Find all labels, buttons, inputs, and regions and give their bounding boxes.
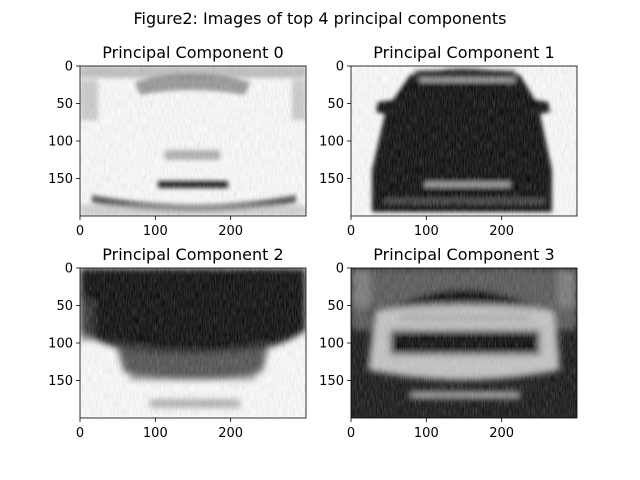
panel-title: Principal Component 2: [102, 245, 283, 264]
y-tick-label: 0: [336, 262, 344, 277]
x-tick-label: 0: [76, 426, 84, 441]
y-tick-label: 100: [48, 135, 73, 150]
pc3-image: [351, 268, 577, 418]
panel-2: Principal Component 2 0 100 200 0 50 100 150: [48, 245, 307, 442]
x-tick-label: 200: [218, 426, 243, 441]
ticks: 0 100 200 0 50 100 150: [48, 60, 243, 240]
x-tick-label: 0: [347, 224, 355, 239]
y-tick-label: 150: [319, 374, 344, 389]
y-tick-label: 100: [319, 135, 344, 150]
y-tick-label: 150: [48, 374, 73, 389]
ticks: 0 100 200 0 50 100 150: [319, 60, 514, 240]
y-tick-label: 50: [327, 97, 344, 112]
y-tick-label: 0: [65, 262, 73, 277]
y-tick-label: 150: [319, 172, 344, 187]
x-tick-label: 0: [76, 224, 84, 239]
x-tick-label: 100: [414, 426, 439, 441]
x-tick-label: 0: [347, 426, 355, 441]
ticks: 0 100 200 0 50 100 150: [48, 262, 243, 442]
ticks: 0 100 200 0 50 100 150: [319, 262, 514, 442]
y-tick-label: 0: [65, 60, 73, 75]
y-tick-label: 100: [48, 337, 73, 352]
panel-title: Principal Component 1: [373, 43, 554, 62]
y-tick-label: 150: [48, 172, 73, 187]
pc1-image: [351, 66, 577, 216]
panel-0: Principal Component 0 0 100 200 0 50 100 150: [48, 43, 307, 240]
x-tick-label: 200: [489, 224, 514, 239]
x-tick-label: 200: [489, 426, 514, 441]
pc0-image: [80, 66, 306, 216]
figure-title: Figure2: Images of top 4 principal compo…: [133, 9, 506, 28]
x-tick-label: 100: [143, 426, 168, 441]
y-tick-label: 50: [56, 97, 73, 112]
x-tick-label: 200: [218, 224, 243, 239]
panel-title: Principal Component 0: [102, 43, 283, 62]
panel-title: Principal Component 3: [373, 245, 554, 264]
y-tick-label: 100: [319, 337, 344, 352]
x-tick-label: 100: [414, 224, 439, 239]
pc2-image: [80, 268, 306, 418]
x-tick-label: 100: [143, 224, 168, 239]
y-tick-label: 50: [327, 299, 344, 314]
y-tick-label: 0: [336, 60, 344, 75]
panel-1: Principal Component 1 0 100 200 0 50 100 150: [319, 43, 578, 240]
y-tick-label: 50: [56, 299, 73, 314]
panel-3: Principal Component 3 0 100 200 0 50 100 150: [319, 245, 578, 442]
